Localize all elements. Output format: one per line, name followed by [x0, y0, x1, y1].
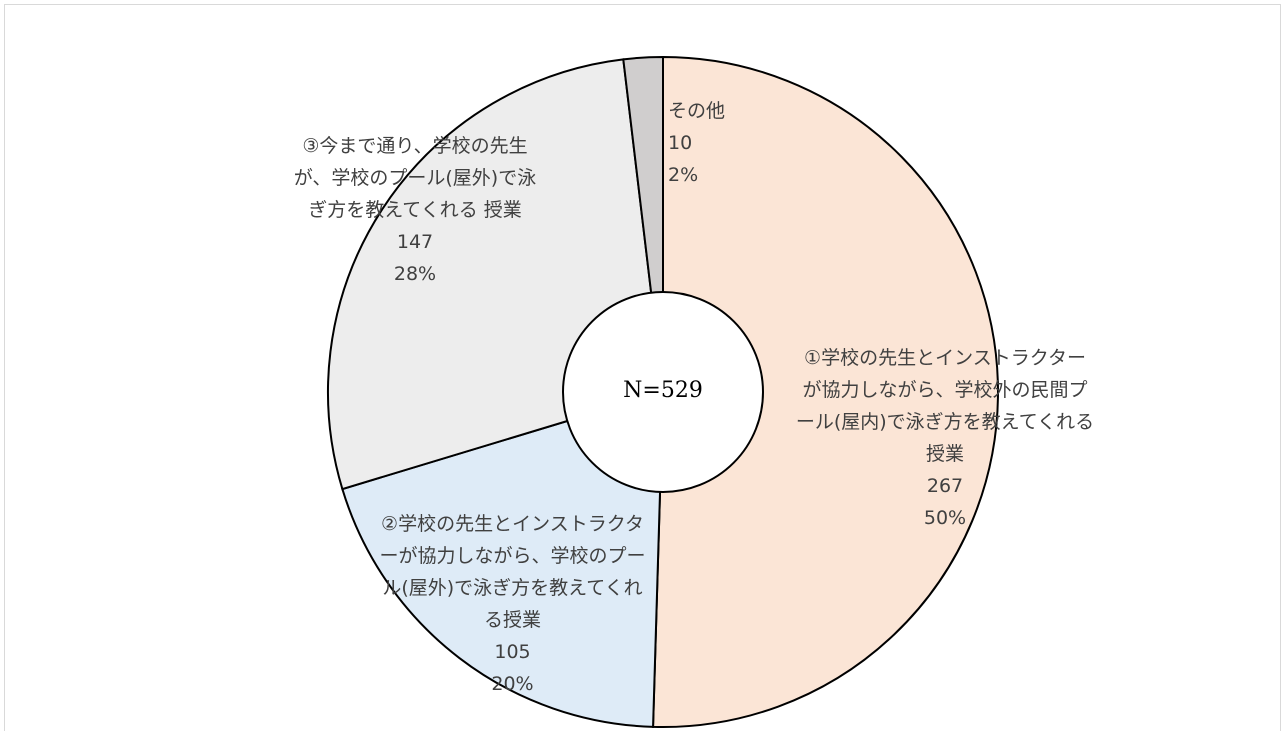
center-label: N=529	[623, 378, 703, 403]
value-label: 147	[396, 231, 434, 253]
donut-hole	[562, 291, 764, 493]
slice-label: ②学校の先生とインストラクターが協力しながら、学校のプール(屋外)で泳ぎ方を教え…	[375, 508, 650, 700]
slice-label: ③今まで通り、学校の先生が、学校のプール(屋外)で泳ぎ方を教えてくれる 授業 14…	[290, 130, 540, 290]
value-label: 10	[668, 132, 693, 154]
percent-label: 2%	[668, 164, 699, 186]
category-label: ①学校の先生とインストラクターが協力しながら、学校外の民間プール(屋内)で泳ぎ方…	[795, 347, 1095, 465]
percent-label: 50%	[923, 507, 967, 529]
slice-label: ①学校の先生とインストラクターが協力しながら、学校外の民間プール(屋内)で泳ぎ方…	[795, 342, 1095, 534]
percent-label: 28%	[393, 263, 437, 285]
category-label: ②学校の先生とインストラクターが協力しながら、学校のプール(屋外)で泳ぎ方を教え…	[379, 513, 646, 631]
donut-slice	[341, 390, 665, 728]
category-label: ③今まで通り、学校の先生が、学校のプール(屋外)で泳ぎ方を教えてくれる 授業	[293, 135, 537, 221]
donut-slice	[652, 55, 999, 728]
slice-label: その他 10 2%	[668, 95, 748, 191]
chart-frame	[4, 4, 1281, 731]
percent-label: 20%	[491, 673, 534, 695]
value-label: 105	[494, 641, 531, 663]
category-label: その他	[668, 100, 726, 122]
value-label: 267	[926, 475, 964, 497]
